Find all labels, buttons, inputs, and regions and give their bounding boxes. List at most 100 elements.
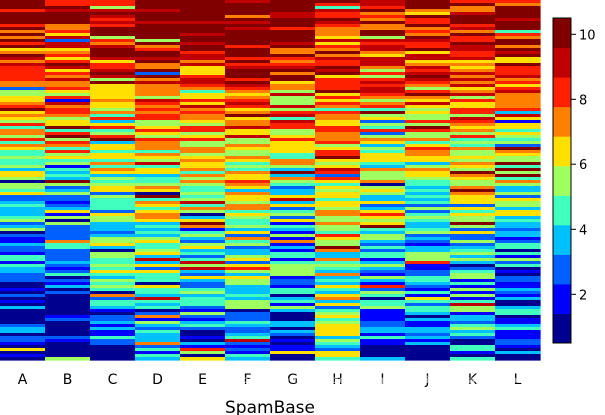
heatmap-cell bbox=[180, 228, 226, 232]
heatmap-cell bbox=[450, 351, 496, 355]
heatmap-cell bbox=[315, 141, 361, 145]
heatmap-cell bbox=[135, 135, 181, 139]
heatmap-cell bbox=[45, 45, 91, 49]
heatmap-cell bbox=[45, 99, 91, 103]
heatmap-cell bbox=[225, 27, 271, 31]
heatmap-cell bbox=[360, 255, 406, 259]
heatmap-cell bbox=[405, 54, 451, 58]
heatmap-cell bbox=[450, 204, 496, 208]
heatmap-cell bbox=[0, 282, 46, 286]
heatmap-cell bbox=[0, 33, 46, 37]
heatmap-cell bbox=[315, 351, 361, 355]
heatmap-cell bbox=[180, 108, 226, 112]
heatmap-cell bbox=[450, 132, 496, 136]
heatmap-cell bbox=[135, 219, 181, 223]
heatmap-cell bbox=[135, 348, 181, 352]
heatmap-cell bbox=[180, 39, 226, 43]
heatmap-cell bbox=[270, 357, 316, 361]
heatmap-cell bbox=[315, 342, 361, 346]
heatmap-cell bbox=[135, 357, 181, 361]
heatmap-cell bbox=[135, 204, 181, 208]
heatmap-cell bbox=[270, 72, 316, 76]
heatmap-cell bbox=[495, 234, 541, 238]
heatmap-cell bbox=[135, 54, 181, 58]
heatmap-cell bbox=[405, 315, 451, 319]
heatmap-cell bbox=[405, 33, 451, 37]
heatmap-cell bbox=[405, 111, 451, 115]
heatmap-cell bbox=[495, 294, 541, 298]
heatmap-cell bbox=[450, 165, 496, 169]
heatmap-cell bbox=[0, 3, 46, 7]
heatmap-cell bbox=[45, 273, 91, 277]
heatmap-cell bbox=[270, 312, 316, 316]
heatmap-cell bbox=[315, 294, 361, 298]
heatmap-cell bbox=[135, 354, 181, 358]
heatmap-cell bbox=[315, 78, 361, 82]
heatmap-cell bbox=[180, 306, 226, 310]
heatmap-cell bbox=[495, 156, 541, 160]
heatmap-cell bbox=[0, 351, 46, 355]
heatmap-cell bbox=[135, 36, 181, 40]
heatmap-cell bbox=[225, 75, 271, 79]
heatmap-cell bbox=[405, 288, 451, 292]
heatmap-cell bbox=[315, 357, 361, 361]
heatmap-cell bbox=[495, 51, 541, 55]
heatmap-cell bbox=[45, 24, 91, 28]
heatmap-cell bbox=[225, 93, 271, 97]
heatmap-cell bbox=[135, 255, 181, 259]
heatmap-cell bbox=[495, 243, 541, 247]
heatmap-cell bbox=[45, 21, 91, 25]
heatmap-cell bbox=[315, 300, 361, 304]
heatmap-cell bbox=[225, 150, 271, 154]
heatmap-cell bbox=[270, 216, 316, 220]
heatmap-cell bbox=[405, 6, 451, 10]
heatmap-cell bbox=[450, 117, 496, 121]
heatmap-cell bbox=[270, 327, 316, 331]
heatmap-cell bbox=[405, 171, 451, 175]
heatmap-cell bbox=[315, 204, 361, 208]
heatmap-cell bbox=[360, 213, 406, 217]
heatmap-cell bbox=[360, 348, 406, 352]
heatmap-cell bbox=[450, 333, 496, 337]
heatmap-cell bbox=[405, 132, 451, 136]
heatmap-cell bbox=[45, 54, 91, 58]
heatmap-cell bbox=[0, 150, 46, 154]
heatmap-cell bbox=[405, 168, 451, 172]
heatmap-cell bbox=[270, 333, 316, 337]
heatmap-cell bbox=[405, 120, 451, 124]
heatmap-cell bbox=[0, 63, 46, 67]
heatmap-cell bbox=[495, 228, 541, 232]
heatmap-cell bbox=[180, 141, 226, 145]
heatmap-cell bbox=[45, 252, 91, 256]
heatmap-cell bbox=[495, 138, 541, 142]
heatmap-cell bbox=[135, 162, 181, 166]
heatmap-cell bbox=[360, 309, 406, 313]
heatmap-cell bbox=[270, 42, 316, 46]
heatmap-cell bbox=[315, 69, 361, 73]
column-label: D bbox=[152, 372, 163, 388]
heatmap-cell bbox=[180, 225, 226, 229]
heatmap-cell bbox=[405, 78, 451, 82]
heatmap-cell bbox=[270, 243, 316, 247]
heatmap-cell bbox=[135, 321, 181, 325]
heatmap-cell bbox=[360, 138, 406, 142]
heatmap-cell bbox=[495, 15, 541, 19]
heatmap-cell bbox=[90, 33, 136, 37]
heatmap-cell bbox=[45, 348, 91, 352]
heatmap-cell bbox=[360, 69, 406, 73]
heatmap-cell bbox=[315, 312, 361, 316]
heatmap-cell bbox=[495, 93, 541, 97]
heatmap-cell bbox=[225, 207, 271, 211]
heatmap-cell bbox=[180, 48, 226, 52]
heatmap-cell bbox=[450, 57, 496, 61]
heatmap-cell bbox=[45, 192, 91, 196]
heatmap-cell bbox=[495, 312, 541, 316]
heatmap-cell bbox=[0, 261, 46, 265]
heatmap-cell bbox=[315, 330, 361, 334]
heatmap-cell bbox=[495, 162, 541, 166]
heatmap-cell bbox=[90, 36, 136, 40]
heatmap-cell bbox=[45, 207, 91, 211]
heatmap-cell bbox=[180, 105, 226, 109]
heatmap-cell bbox=[315, 12, 361, 16]
